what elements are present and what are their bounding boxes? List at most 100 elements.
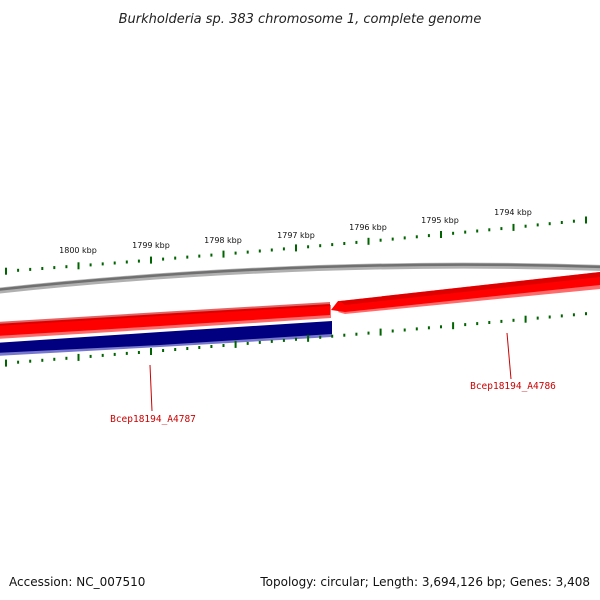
inner-scale-minor-tick	[391, 329, 394, 333]
outer-scale-minor-tick	[198, 254, 201, 258]
outer-scale-minor-tick	[452, 231, 455, 235]
outer-scale-minor-tick	[41, 267, 44, 270]
scale-label-1795: 1795 kbp	[421, 216, 459, 225]
scale-label-1800: 1800 kbp	[59, 246, 97, 255]
scale-label-1797: 1797 kbp	[277, 231, 315, 240]
inner-scale-ticks	[5, 312, 587, 367]
outer-scale-major-tick	[512, 223, 515, 231]
outer-scale-minor-tick	[17, 268, 20, 272]
gene-label-leaders	[149, 332, 512, 412]
inner-scale-minor-tick	[560, 314, 563, 318]
outer-scale-minor-tick	[488, 228, 491, 232]
inner-scale-minor-tick	[367, 331, 370, 335]
inner-scale-minor-tick	[258, 340, 261, 344]
outer-scale-minor-tick	[536, 223, 539, 227]
scale-labels: 1800 kbp 1799 kbp 1798 kbp 1797 kbp 1796…	[59, 208, 532, 255]
inner-scale-minor-tick	[53, 357, 56, 361]
outer-scale-minor-tick	[65, 265, 68, 269]
inner-scale-minor-tick	[319, 335, 322, 339]
inner-scale-minor-tick	[548, 315, 551, 319]
inner-scale-minor-tick	[355, 332, 358, 336]
outer-scale-major-tick	[585, 216, 587, 224]
scale-label-1798: 1798 kbp	[204, 236, 242, 245]
inner-scale-major-tick	[524, 315, 527, 323]
inner-scale-major-tick	[379, 328, 382, 336]
outer-scale-major-tick	[222, 250, 225, 258]
outer-scale-minor-tick	[101, 262, 104, 266]
inner-scale-minor-tick	[125, 351, 128, 355]
inner-scale-minor-tick	[270, 339, 273, 343]
gene-feature-bcep18194-a4786	[331, 272, 600, 314]
outer-scale-minor-tick	[560, 221, 563, 224]
outer-scale-minor-tick	[476, 229, 479, 233]
outer-scale-minor-tick	[524, 224, 527, 228]
backbone	[0, 262, 600, 294]
inner-scale-minor-tick	[415, 327, 418, 331]
gene-feature-reverse-left	[0, 302, 331, 339]
outer-scale-major-tick	[440, 231, 442, 238]
inner-scale-minor-tick	[186, 347, 189, 350]
outer-scale-major-tick	[150, 256, 152, 264]
inner-scale-minor-tick	[488, 321, 491, 324]
inner-scale-minor-tick	[572, 313, 575, 317]
inner-scale-minor-tick	[536, 316, 539, 320]
outer-scale-minor-tick	[258, 249, 261, 253]
outer-scale-minor-tick	[572, 219, 575, 223]
inner-scale-minor-tick	[113, 352, 116, 356]
outer-scale-minor-tick	[186, 255, 189, 259]
inner-scale-minor-tick	[343, 333, 346, 337]
outer-scale-minor-tick	[125, 260, 128, 264]
outer-scale-minor-tick	[210, 253, 213, 257]
map-title: Burkholderia sp. 383 chromosome 1, compl…	[119, 12, 482, 27]
scale-label-1799: 1799 kbp	[132, 241, 170, 250]
inner-scale-minor-tick	[427, 326, 430, 330]
outer-scale-minor-tick	[403, 236, 406, 240]
topology-summary-text: Topology: circular; Length: 3,694,126 bp…	[259, 575, 590, 589]
gene-label-a4786: Bcep18194_A4786	[470, 381, 556, 392]
inner-scale-minor-tick	[282, 338, 285, 342]
inner-scale-minor-tick	[512, 318, 515, 322]
inner-scale-major-tick	[5, 359, 7, 367]
outer-scale-major-tick	[367, 237, 370, 245]
leader-line-a4786	[506, 332, 512, 380]
gene-label-a4787: Bcep18194_A4787	[110, 414, 196, 425]
inner-scale-major-tick	[452, 322, 455, 330]
inner-scale-minor-tick	[464, 323, 467, 327]
outer-scale-major-tick	[77, 262, 80, 270]
outer-scale-minor-tick	[355, 240, 358, 244]
inner-scale-minor-tick	[29, 359, 32, 363]
inner-scale-minor-tick	[210, 345, 213, 348]
outer-scale-minor-tick	[464, 230, 467, 234]
outer-scale-minor-tick	[137, 259, 140, 263]
leader-line-a4787	[149, 364, 153, 412]
outer-scale-minor-tick	[427, 234, 430, 238]
outer-scale-minor-tick	[331, 243, 334, 247]
inner-scale-minor-tick	[440, 325, 442, 329]
inner-scale-minor-tick	[476, 322, 479, 326]
outer-scale-minor-tick	[270, 248, 273, 252]
inner-scale-major-tick	[307, 334, 310, 342]
scale-label-1796: 1796 kbp	[349, 223, 387, 232]
inner-scale-minor-tick	[174, 348, 177, 351]
inner-scale-minor-tick	[295, 337, 297, 341]
inner-scale-minor-tick	[137, 351, 140, 354]
outer-scale-ticks	[5, 216, 587, 275]
scale-label-1794: 1794 kbp	[494, 208, 532, 217]
outer-scale-minor-tick	[113, 261, 116, 265]
outer-scale-minor-tick	[319, 244, 322, 248]
outer-scale-minor-tick	[246, 250, 249, 254]
inner-scale-minor-tick	[500, 319, 503, 323]
accession-text: Accession: NC_007510	[9, 575, 145, 589]
inner-scale-minor-tick	[222, 344, 225, 347]
outer-scale-minor-tick	[379, 238, 382, 242]
outer-scale-minor-tick	[500, 227, 503, 231]
outer-scale-minor-tick	[282, 247, 285, 251]
inner-scale-major-tick	[150, 348, 152, 355]
outer-scale-minor-tick	[391, 237, 394, 241]
inner-scale-minor-tick	[246, 341, 249, 345]
outer-scale-minor-tick	[415, 235, 418, 239]
outer-scale-minor-tick	[89, 263, 92, 267]
outer-scale-major-tick	[295, 244, 297, 252]
